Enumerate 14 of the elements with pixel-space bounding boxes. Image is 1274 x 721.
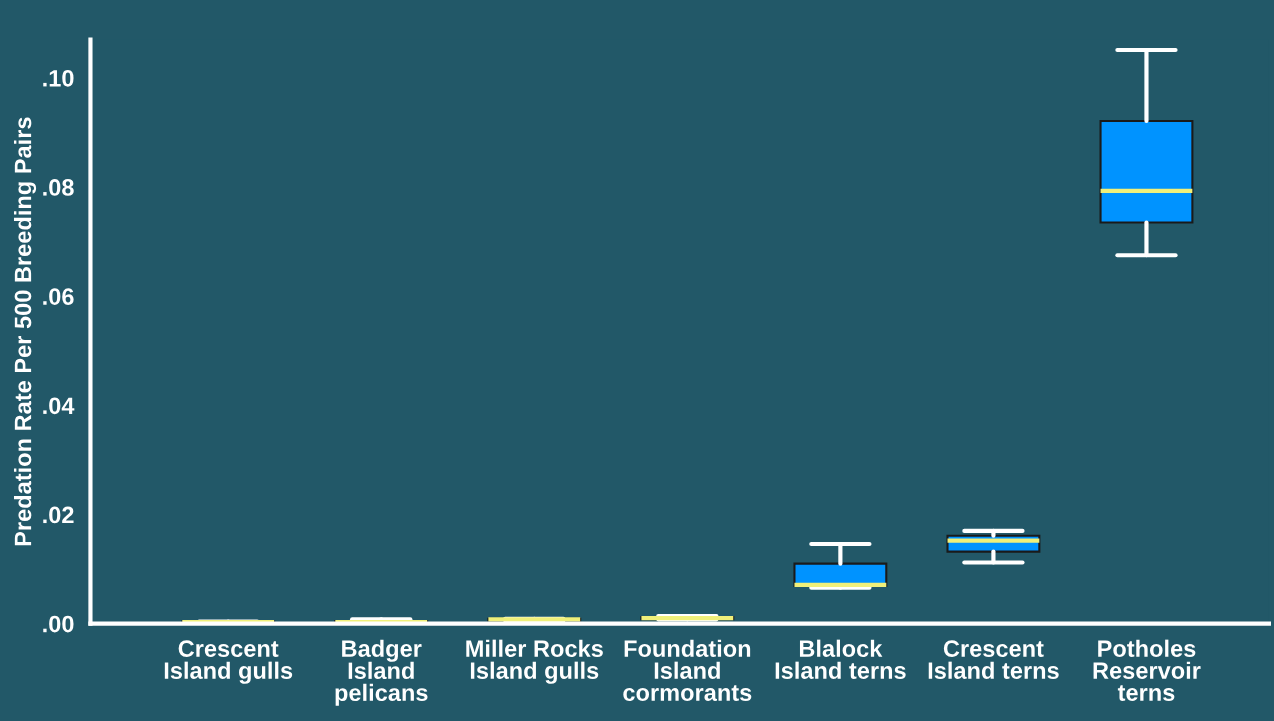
y-tick-label: .04 — [43, 397, 75, 415]
y-tick-label: .02 — [43, 506, 74, 524]
y-tick-label: .06 — [43, 288, 74, 305]
x-tick-label: Crescent Island gulls — [164, 640, 293, 684]
y-axis-title: Predation Rate Per 500 Breeding Pairs — [13, 117, 37, 546]
x-tick-label: Badger Island pelicans — [335, 639, 428, 706]
y-tick-label: .00 — [43, 615, 74, 633]
x-tick-label: Blalock Island terns — [775, 639, 906, 679]
x-tick-label: Crescent Island terns — [928, 640, 1059, 679]
x-tick-label: Foundation Island cormorants — [623, 639, 752, 701]
y-tick-label: .10 — [43, 69, 74, 87]
x-tick-label: Miller Rocks Island gulls — [466, 639, 603, 684]
y-tick-label: .08 — [43, 179, 74, 196]
x-tick-label: Potholes Reservoir terns — [1093, 639, 1201, 701]
